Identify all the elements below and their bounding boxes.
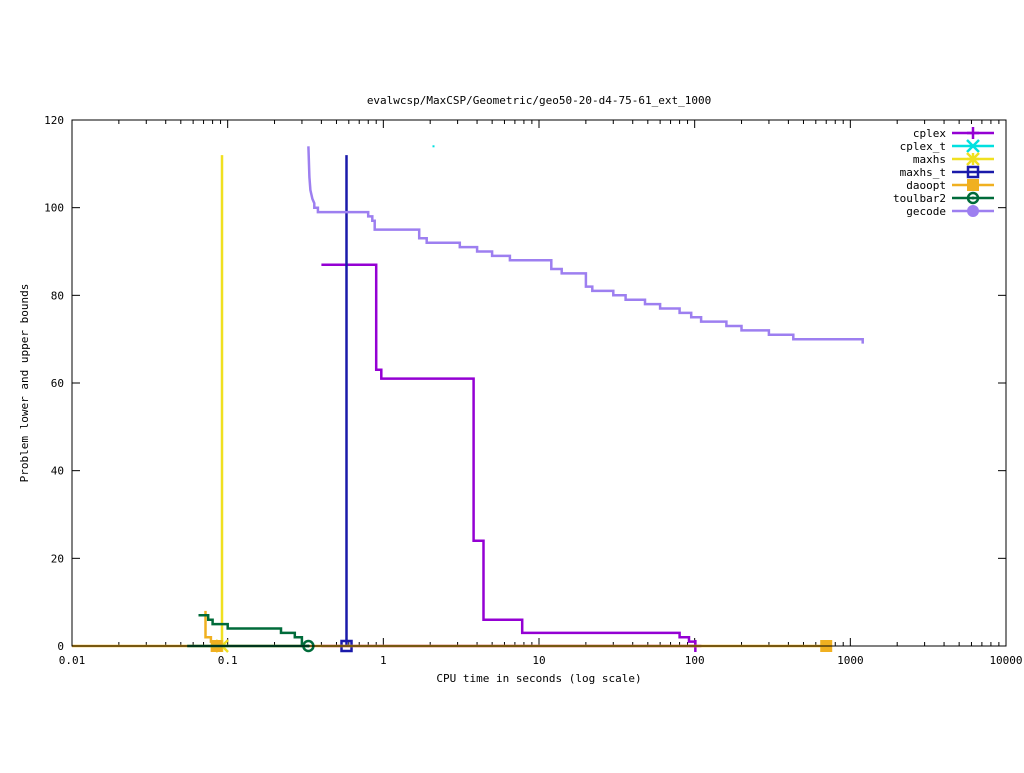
legend-label: maxhs_t (900, 166, 946, 179)
legend-maxhs-t-marker (966, 165, 980, 179)
series-cplex-t (432, 145, 435, 148)
series-cplex-t-point (432, 145, 435, 148)
legend-toulbar2-marker (966, 191, 980, 205)
x-tick-label: 100 (685, 654, 705, 667)
y-tick-label: 20 (51, 552, 64, 565)
y-tick-label: 40 (51, 465, 64, 478)
x-tick-label: 0.01 (59, 654, 86, 667)
legend-cplex-t-marker (966, 139, 980, 153)
legend-cplex-marker (967, 127, 979, 139)
legend-label: gecode (906, 205, 946, 218)
series-group (72, 145, 864, 653)
legend-item-cplex: cplex (913, 127, 994, 140)
y-tick-label: 100 (44, 202, 64, 215)
x-tick-label: 10000 (989, 654, 1022, 667)
series-gecode-upper-line (307, 146, 864, 344)
y-tick-label: 0 (57, 640, 64, 653)
series-cplex-upper-line (321, 263, 697, 646)
legend-label: daoopt (906, 179, 946, 192)
series-cplex (321, 263, 702, 652)
legend-item-gecode: gecode (906, 205, 994, 218)
series-maxhs-t (340, 155, 353, 653)
series-maxhs (215, 155, 229, 653)
x-tick-label: 1000 (837, 654, 864, 667)
legend-label: cplex (913, 127, 946, 140)
x-tick-label: 1 (380, 654, 387, 667)
legend-gecode-marker (967, 205, 979, 217)
series-gecode (307, 146, 864, 344)
legend-item-cplex-t: cplex_t (900, 139, 994, 153)
plot-frame (71, 119, 1007, 647)
y-tick-label: 60 (51, 377, 64, 390)
legend-item-maxhs: maxhs (913, 152, 994, 166)
legend-item-maxhs-t: maxhs_t (900, 165, 994, 179)
legend-maxhs-marker (966, 152, 980, 166)
y-tick-label: 80 (51, 289, 64, 302)
legend-item-toulbar2: toulbar2 (893, 191, 994, 205)
axis-ticks: 0 20 40 60 80 100 120 0.01 0.1 1 10 100 1000 10000 (44, 114, 1022, 667)
x-axis-label: CPU time in seconds (log scale) (436, 672, 641, 685)
legend: cplexcplex_tmaxhsmaxhs_tdaoopttoulbar2ge… (893, 127, 994, 218)
legend-daoopt-marker (967, 179, 979, 191)
legend-label: toulbar2 (893, 192, 946, 205)
legend-label: maxhs (913, 153, 946, 166)
x-tick-label: 0.1 (218, 654, 238, 667)
series-toulbar2-upper-line (198, 614, 309, 648)
x-tick-label: 10 (532, 654, 545, 667)
y-axis-label: Problem lower and upper bounds (18, 284, 31, 483)
legend-item-daoopt: daoopt (906, 179, 994, 192)
legend-label: cplex_t (900, 140, 946, 153)
y-tick-label: 120 (44, 114, 64, 127)
chart-title: evalwcsp/MaxCSP/Geometric/geo50-20-d4-75… (367, 94, 711, 107)
